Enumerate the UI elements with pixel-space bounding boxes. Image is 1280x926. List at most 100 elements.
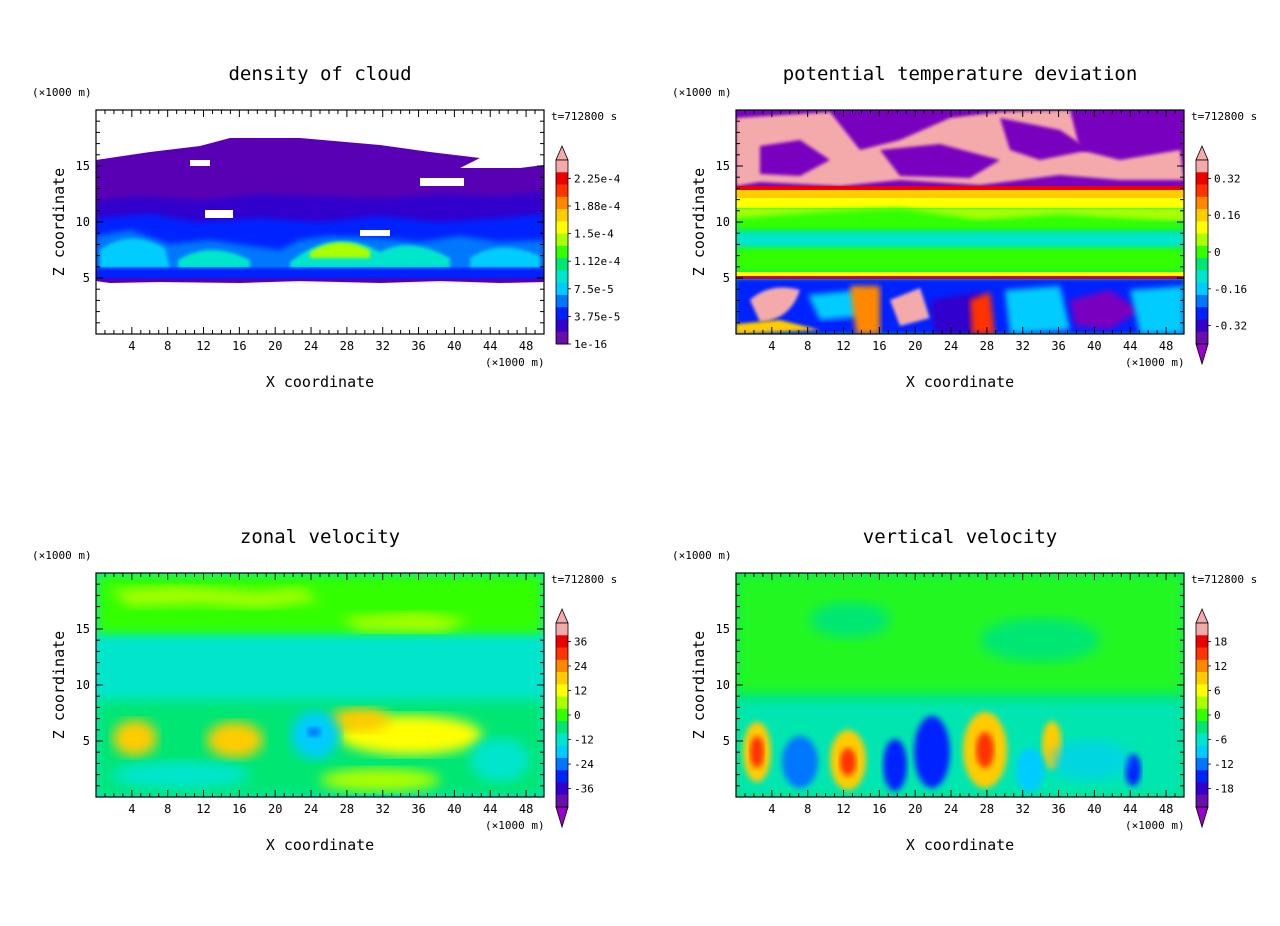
x-tick-label: 32 xyxy=(375,802,389,816)
colorbar-swatch xyxy=(556,258,568,271)
y-tick-label: 15 xyxy=(716,159,730,173)
colorbar-swatch xyxy=(1196,221,1208,235)
colorbar-swatch xyxy=(1196,245,1208,259)
colorbar-swatch xyxy=(556,733,568,747)
y-tick-label: 10 xyxy=(716,678,730,692)
colorbar-label: 2.25e-4 xyxy=(574,172,621,185)
colorbar-swatch xyxy=(556,307,568,320)
x-tick-label: 28 xyxy=(980,339,994,353)
x-tick-label: 48 xyxy=(519,802,533,816)
colorbar-swatch xyxy=(556,184,568,198)
y-unit-label: (×1000 m) xyxy=(32,549,92,562)
x-tick-label: 4 xyxy=(128,802,135,816)
x-tick-label: 4 xyxy=(128,339,135,353)
colorbar-swatch xyxy=(1196,745,1208,759)
x-tick-label: 4 xyxy=(768,802,775,816)
colorbar-swatch xyxy=(556,708,568,722)
x-tick-label: 48 xyxy=(519,339,533,353)
colorbar-swatch xyxy=(556,331,568,345)
x-tick-label: 44 xyxy=(1123,339,1137,353)
x-axis-label: X coordinate xyxy=(906,373,1014,391)
y-axis-label: Z coordinate xyxy=(690,168,708,276)
x-tick-label: 36 xyxy=(1051,802,1065,816)
colorbar-swatch xyxy=(556,745,568,759)
colorbar-label: -6 xyxy=(1214,734,1227,747)
x-tick-label: 20 xyxy=(908,339,922,353)
colorbar-label: -36 xyxy=(574,783,594,796)
x-tick-label: 8 xyxy=(804,339,811,353)
colorbar-swatch xyxy=(1196,307,1208,320)
colorbar-swatch xyxy=(1196,270,1208,284)
colorbar-swatch xyxy=(1196,172,1208,186)
colorbar-label: 3.75e-5 xyxy=(574,310,620,323)
colorbar-label: -0.32 xyxy=(1214,320,1247,333)
colorbar-swatch xyxy=(556,319,568,333)
colorbar: 0.32 0.16 0 -0.16 -0.32 xyxy=(1195,144,1247,366)
colorbar-swatch xyxy=(1196,672,1208,685)
colorbar-swatch xyxy=(1196,282,1208,296)
colorbar: 2.25e-4 1.88e-4 1.5e-4 1.12e-4 7.5e-5 3.75e-5… xyxy=(555,144,621,351)
colorbar-swatch xyxy=(1196,160,1208,173)
y-tick-label: 5 xyxy=(723,271,730,285)
x-axis-label: X coordinate xyxy=(266,836,374,854)
x-tick-label: 36 xyxy=(411,802,425,816)
x-axis: 4 8 12 16 20 24 28 32 36 40 44 48 xyxy=(104,573,536,816)
colorbar-label: -0.16 xyxy=(1214,283,1247,296)
colorbar-swatch xyxy=(1196,684,1208,698)
x-tick-label: 44 xyxy=(1123,802,1137,816)
colorbar-over-arrow xyxy=(555,144,569,161)
colorbar-swatch xyxy=(1196,794,1208,808)
colorbar-swatch xyxy=(556,721,568,734)
colorbar-label: 1.88e-4 xyxy=(574,200,621,213)
colorbar-swatch xyxy=(1196,319,1208,333)
y-tick-label: 5 xyxy=(723,734,730,748)
y-tick-label: 10 xyxy=(716,215,730,229)
colorbar-swatch xyxy=(1196,770,1208,783)
y-tick-label: 15 xyxy=(716,622,730,636)
colorbar-label: 6 xyxy=(1214,684,1221,697)
x-tick-label: 28 xyxy=(980,802,994,816)
colorbar-label: -18 xyxy=(1214,783,1234,796)
x-tick-label: 28 xyxy=(340,339,354,353)
x-axis-label: X coordinate xyxy=(266,373,374,391)
x-tick-label: 20 xyxy=(908,802,922,816)
colorbar-label: 0 xyxy=(1214,246,1221,259)
y-axis-label: Z coordinate xyxy=(50,168,68,276)
x-axis: 4 8 12 16 20 24 28 32 36 40 44 48 xyxy=(744,573,1176,816)
colorbar-frame xyxy=(555,159,569,345)
colorbar-swatch xyxy=(556,635,568,649)
chart-title: vertical velocity xyxy=(863,526,1057,548)
colorbar-label: 24 xyxy=(574,660,588,673)
x-tick-label: 32 xyxy=(1015,802,1029,816)
colorbar: 18 12 6 0 -6 -12 -18 xyxy=(1195,607,1234,829)
y-axis-label: Z coordinate xyxy=(690,631,708,739)
heatmap-field xyxy=(96,110,544,334)
x-tick-label: 16 xyxy=(872,802,886,816)
colorbar-under-arrow xyxy=(1195,806,1209,829)
colorbar-swatch xyxy=(556,696,568,710)
x-tick-label: 16 xyxy=(232,339,246,353)
x-unit-label: (×1000 m) xyxy=(1125,356,1185,369)
x-tick-label: 20 xyxy=(268,802,282,816)
x-tick-label: 40 xyxy=(447,339,461,353)
y-unit-label: (×1000 m) xyxy=(672,549,732,562)
chart-title: potential temperature deviation xyxy=(783,63,1138,85)
colorbar-swatch xyxy=(556,623,568,636)
colorbar-swatch xyxy=(1196,623,1208,636)
x-axis: 4 8 12 16 20 24 28 32 36 40 44 48 xyxy=(744,110,1176,353)
x-tick-label: 20 xyxy=(268,339,282,353)
colorbar-swatch xyxy=(1196,757,1208,771)
panel-vertical-velocity: vertical velocity (×1000 m) t=712800 s xyxy=(672,526,1257,854)
x-unit-label: (×1000 m) xyxy=(485,819,545,832)
colorbar-swatch xyxy=(1196,708,1208,722)
x-axis-label: X coordinate xyxy=(906,836,1014,854)
x-tick-label: 16 xyxy=(872,339,886,353)
colorbar-label: -12 xyxy=(1214,758,1234,771)
x-tick-label: 40 xyxy=(447,802,461,816)
panel-density-of-cloud: density of cloud (×1000 m) t=712800 s xyxy=(32,63,621,391)
colorbar-swatch xyxy=(1196,635,1208,649)
chart-title: density of cloud xyxy=(228,63,411,85)
time-label: t=712800 s xyxy=(1191,573,1257,586)
colorbar-label: 0.16 xyxy=(1214,209,1241,222)
x-tick-label: 36 xyxy=(1051,339,1065,353)
